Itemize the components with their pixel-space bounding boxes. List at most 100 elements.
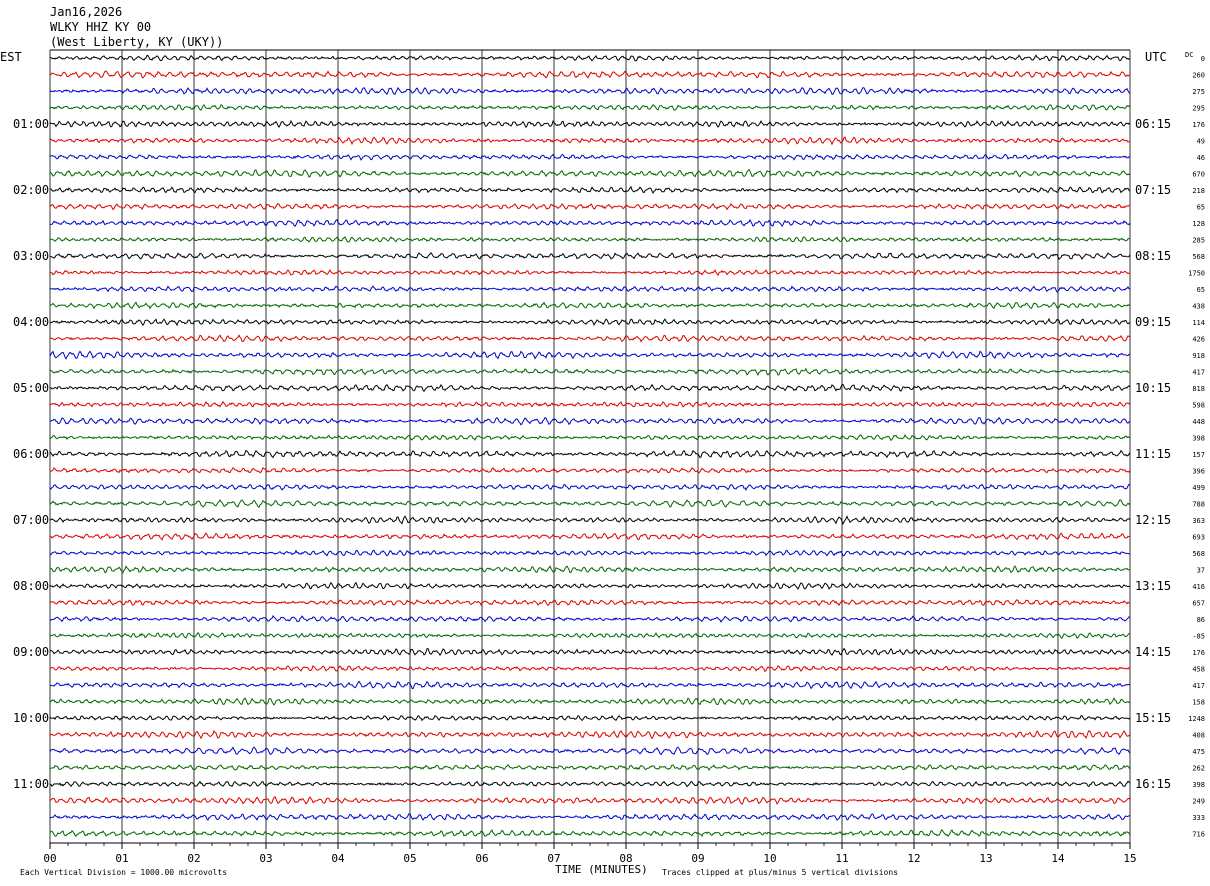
dc-offset-label: 716 (1192, 831, 1205, 839)
x-tick-label: 08 (619, 852, 632, 865)
dc-offset-label: 114 (1192, 319, 1205, 327)
x-tick-label: 15 (1123, 852, 1136, 865)
dc-offset-label: 262 (1192, 765, 1205, 773)
seismic-trace (49, 350, 1131, 360)
est-hour-label: 09:00 (13, 645, 49, 659)
seismic-trace (49, 829, 1131, 838)
seismic-trace (49, 251, 1131, 260)
est-hour-label: 07:00 (13, 513, 49, 527)
dc-offset-label: -85 (1192, 633, 1205, 641)
seismic-trace (49, 301, 1131, 310)
header-station: WLKY HHZ KY 00 (50, 20, 151, 34)
dc-offset-label: 176 (1192, 649, 1205, 657)
est-hour-label: 02:00 (13, 183, 49, 197)
seismic-trace (49, 400, 1131, 408)
dc-offset-label: 396 (1192, 468, 1205, 476)
seismic-trace (49, 236, 1131, 243)
seismic-trace (49, 598, 1130, 607)
plot-frame (49, 49, 1131, 849)
dc-offset-label: 275 (1192, 88, 1205, 96)
seismic-trace (49, 483, 1131, 492)
dc-offset-label: 458 (1192, 666, 1205, 674)
seismic-trace (49, 202, 1131, 211)
seismic-trace (49, 614, 1131, 623)
dc-offset-label: 37 (1197, 567, 1205, 575)
utc-hour-label: 15:15 (1135, 711, 1171, 725)
utc-hour-label: 11:15 (1135, 447, 1171, 461)
seismic-trace (49, 549, 1131, 557)
dc-offset-label: 670 (1192, 171, 1205, 179)
x-tick-label: 01 (115, 852, 128, 865)
seismic-trace (49, 434, 1131, 442)
dc-offset-label: 260 (1192, 72, 1205, 80)
x-tick-label: 05 (403, 852, 416, 865)
dc-offset-label: 408 (1192, 732, 1205, 740)
dc-offset-label: 249 (1192, 798, 1205, 806)
utc-hour-label: 09:15 (1135, 315, 1171, 329)
est-hour-label: 04:00 (13, 315, 49, 329)
dc-offset-label: 438 (1192, 303, 1205, 311)
dc-offset-label: 176 (1192, 121, 1205, 129)
seismic-trace (50, 54, 1131, 62)
seismic-trace (49, 466, 1131, 474)
seismic-trace (49, 631, 1131, 640)
seismic-trace (50, 515, 1131, 525)
trace-group (49, 54, 1131, 838)
est-hour-label: 08:00 (13, 579, 49, 593)
seismic-trace (49, 581, 1131, 591)
dc-offset-label: 285 (1192, 237, 1205, 245)
seismic-trace (49, 119, 1131, 129)
x-tick-label: 04 (331, 852, 345, 865)
seismic-trace (49, 185, 1131, 195)
est-hour-label: 11:00 (13, 777, 49, 791)
dc-offset-label: 693 (1192, 534, 1205, 542)
dc-offset-label: 398 (1192, 781, 1205, 789)
seismic-trace (49, 665, 1131, 673)
dc-offset-label: 65 (1197, 204, 1205, 212)
seismic-trace (49, 285, 1131, 293)
utc-hour-label: 08:15 (1135, 249, 1171, 263)
seismic-trace (49, 764, 1131, 771)
x-tick-label: 09 (691, 852, 704, 865)
seismic-trace (49, 269, 1131, 277)
dc-offset-label: 0 (1201, 55, 1205, 63)
dc-offset-label: 1750 (1188, 270, 1205, 278)
est-timezone-label: EST (0, 50, 22, 64)
dc-offset-label: 86 (1197, 616, 1205, 624)
x-tick-label: 00 (43, 852, 56, 865)
dc-offset-header: DC (1185, 51, 1193, 59)
axis-labels: 00 01 02 03 04 05 06 07 08 09 10 11 12 13 14 15 0 260 275 2… (13, 55, 1205, 865)
dc-offset-label: 157 (1192, 451, 1205, 459)
seismic-trace (49, 367, 1130, 376)
dc-offset-label: 158 (1192, 699, 1205, 707)
dc-offset-label: 416 (1192, 583, 1205, 591)
seismic-trace (49, 218, 1131, 227)
seismic-trace (49, 746, 1131, 756)
dc-offset-label: 918 (1192, 352, 1205, 360)
header-date: Jan16,2026 (50, 5, 122, 19)
utc-timezone-label: UTC (1145, 50, 1167, 64)
dc-offset-label: 295 (1192, 105, 1205, 113)
seismic-trace (49, 416, 1131, 426)
seismic-trace (50, 334, 1131, 343)
seismic-trace (49, 499, 1131, 508)
utc-hour-label: 12:15 (1135, 513, 1171, 527)
seismic-trace (49, 317, 1131, 327)
x-tick-label: 14 (1051, 852, 1065, 865)
seismic-trace (49, 449, 1131, 459)
seismic-trace (49, 70, 1131, 79)
x-tick-label: 03 (259, 852, 272, 865)
seismic-trace (49, 813, 1131, 821)
dc-offset-label: 475 (1192, 748, 1205, 756)
dc-offset-label: 598 (1192, 402, 1205, 410)
seismic-trace (49, 647, 1131, 657)
seismic-trace (49, 780, 1131, 788)
x-tick-label: 11 (835, 852, 848, 865)
utc-hour-label: 10:15 (1135, 381, 1171, 395)
clip-note: Traces clipped at plus/minus 5 vertical … (662, 868, 898, 877)
dc-offset-label: 398 (1192, 435, 1205, 443)
est-hour-label: 01:00 (13, 117, 49, 131)
dc-offset-label: 417 (1192, 369, 1205, 377)
seismic-trace (49, 565, 1131, 574)
